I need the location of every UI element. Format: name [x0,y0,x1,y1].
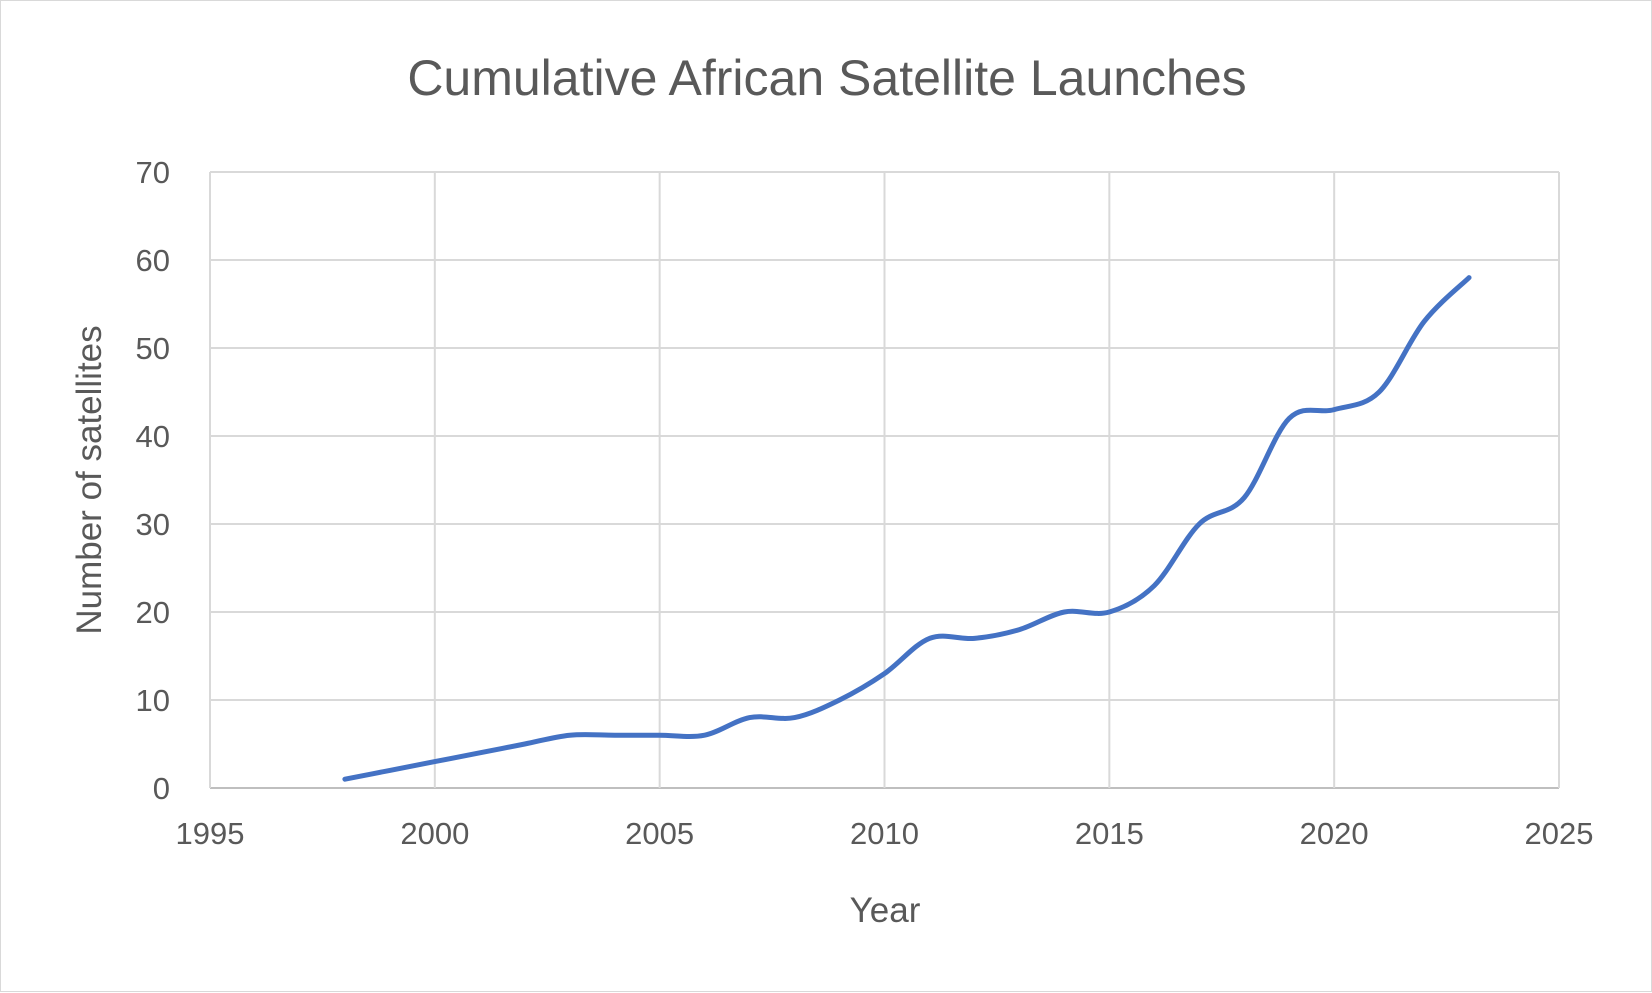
y-tick-label: 60 [136,243,170,278]
x-tick-label: 2010 [850,816,919,851]
x-axis-label: Year [850,891,921,930]
series-line [342,275,1472,782]
x-tick-label: 2015 [1075,816,1144,851]
y-tick-label: 30 [136,507,170,542]
y-tick-label: 20 [136,595,170,630]
x-tick-label: 2020 [1300,816,1369,851]
y-tick-label: 0 [153,771,170,806]
gridlines [209,171,1560,789]
y-tick-label: 40 [136,419,170,454]
y-axis-label: Number of satellites [70,325,109,634]
chart-title: Cumulative African Satellite Launches [407,50,1246,106]
x-tick-label: 2000 [400,816,469,851]
y-tick-label: 10 [136,683,170,718]
x-tick-label: 2005 [625,816,694,851]
y-tick-label: 50 [136,331,170,366]
x-tick-label: 1995 [176,816,245,851]
tick-labels: 0 10 20 30 40 50 60 70 1995 2000 2005 2010 2015 2020 2… [136,155,1594,851]
y-tick-label: 70 [136,155,170,190]
x-tick-label: 2025 [1525,816,1594,851]
